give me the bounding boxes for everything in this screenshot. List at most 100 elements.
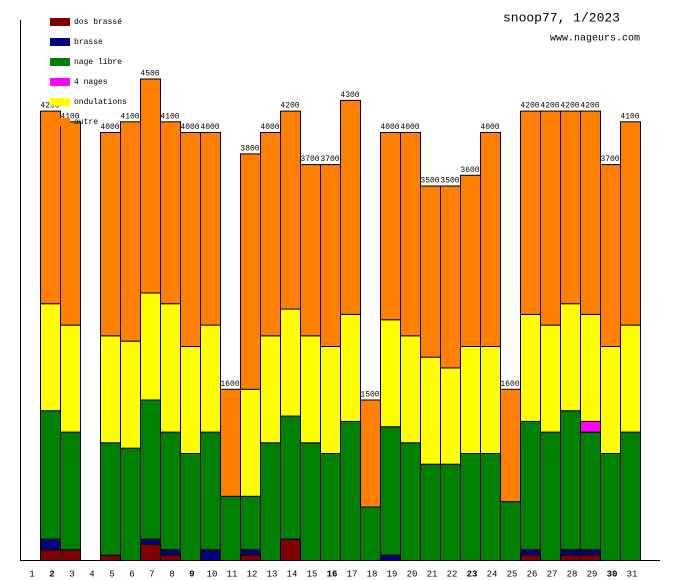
total-label: 4100 <box>60 112 79 121</box>
total-label: 3800 <box>240 145 259 154</box>
x-tick-label: 2 <box>49 569 54 579</box>
legend-swatch <box>50 98 70 106</box>
bar-segment <box>140 78 161 294</box>
x-tick-label: 30 <box>607 569 618 579</box>
bar-segment <box>40 110 61 305</box>
bar-segment <box>200 324 221 433</box>
x-tick-label: 24 <box>487 569 498 579</box>
bar-segment <box>400 442 421 561</box>
total-label: 4200 <box>540 102 559 111</box>
bar-segment <box>240 153 261 390</box>
legend-label: 4 nages <box>74 78 108 87</box>
x-tick-label: 31 <box>627 569 638 579</box>
bar-segment <box>60 324 81 433</box>
bar-segment <box>560 554 581 562</box>
legend-label: brasse <box>74 38 103 47</box>
bar-segment <box>480 453 501 561</box>
x-tick-label: 26 <box>527 569 538 579</box>
x-tick-label: 22 <box>447 569 458 579</box>
bar-segment <box>160 549 181 556</box>
total-label: 4500 <box>140 70 159 79</box>
x-tick-label: 29 <box>587 569 598 579</box>
bar-segment <box>400 132 421 337</box>
bar-segment <box>200 132 221 326</box>
bar-segment <box>380 132 401 321</box>
bar-segment <box>440 367 461 465</box>
total-label: 4000 <box>100 123 119 132</box>
bar-segment <box>560 303 581 412</box>
x-tick-label: 20 <box>407 569 418 579</box>
bar-segment <box>520 420 541 551</box>
bar-segment <box>360 399 381 508</box>
bar-segment <box>460 453 481 561</box>
total-label: 4000 <box>380 123 399 132</box>
bar-segment <box>220 388 241 497</box>
bar-segment <box>340 99 361 315</box>
bar-segment <box>380 319 401 428</box>
bar-segment <box>60 121 81 326</box>
bar-segment <box>280 308 301 417</box>
bar-segment <box>600 346 621 454</box>
total-label: 1600 <box>220 380 239 389</box>
bar-segment <box>500 501 521 561</box>
x-tick-label: 1 <box>29 569 34 579</box>
total-label: 3500 <box>420 177 439 186</box>
bar-segment <box>320 346 341 454</box>
x-tick-label: 4 <box>89 569 94 579</box>
total-label: 4200 <box>40 102 59 111</box>
bar-segment <box>560 410 581 551</box>
bar-segment <box>560 549 581 556</box>
x-tick-label: 13 <box>267 569 278 579</box>
bar-segment <box>260 335 281 444</box>
bar-segment <box>340 313 361 422</box>
bar-segment <box>380 554 401 562</box>
bar-segment <box>160 554 181 562</box>
bar-segment <box>580 431 601 551</box>
total-label: 4100 <box>120 112 139 121</box>
x-tick-label: 10 <box>207 569 218 579</box>
x-tick-label: 12 <box>247 569 258 579</box>
bar-segment <box>280 415 301 540</box>
bar-segment <box>320 164 341 347</box>
chart-subtitle: www.nageurs.com <box>550 34 640 45</box>
total-label: 1600 <box>500 380 519 389</box>
x-tick-label: 18 <box>367 569 378 579</box>
x-tick-label: 5 <box>109 569 114 579</box>
legend-label: nage libre <box>74 58 122 67</box>
legend-label: autre <box>74 118 98 127</box>
x-tick-label: 28 <box>567 569 578 579</box>
bar-segment <box>260 442 281 561</box>
bar-segment <box>140 292 161 401</box>
x-tick-label: 17 <box>347 569 358 579</box>
bar-segment <box>100 554 121 562</box>
total-label: 3700 <box>600 155 619 164</box>
bar-segment <box>500 388 521 503</box>
bar-segment <box>340 420 361 561</box>
total-label: 4100 <box>620 112 639 121</box>
bar-segment <box>240 495 261 551</box>
bar-segment <box>240 388 261 497</box>
total-label: 4100 <box>160 112 179 121</box>
bar-segment <box>620 431 641 561</box>
bar-segment <box>280 110 301 310</box>
bar-segment <box>560 110 581 305</box>
legend-swatch <box>50 18 70 26</box>
legend-swatch <box>50 58 70 66</box>
x-tick-label: 7 <box>149 569 154 579</box>
bar-segment <box>180 453 201 561</box>
bar-segment <box>540 431 561 561</box>
bar-segment <box>620 121 641 326</box>
x-tick-label: 6 <box>129 569 134 579</box>
chart-title: snoop77, 1/2023 <box>503 10 620 25</box>
total-label: 4200 <box>580 102 599 111</box>
x-tick-label: 14 <box>287 569 298 579</box>
x-tick-label: 23 <box>467 569 478 579</box>
bar-segment <box>460 174 481 347</box>
bar-segment <box>100 442 121 556</box>
bar-segment <box>480 132 501 347</box>
bar-segment <box>460 346 481 454</box>
bar-segment <box>160 121 181 305</box>
x-tick-label: 11 <box>227 569 238 579</box>
bar-segment <box>440 463 461 562</box>
